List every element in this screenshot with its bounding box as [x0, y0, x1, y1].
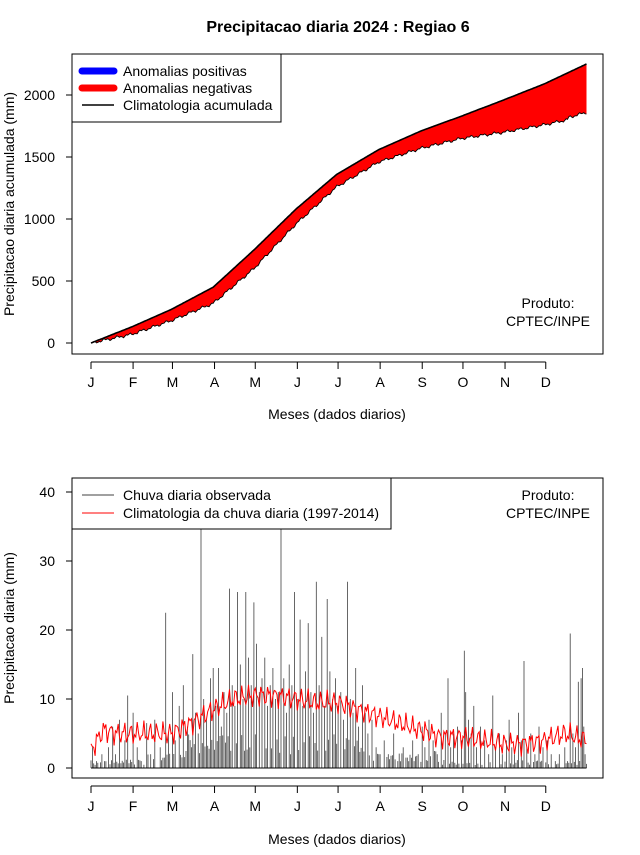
- top-y-tick-label: 2000: [24, 87, 55, 103]
- legend-label-climatology-rain: Climatologia da chuva diaria (1997-2014): [123, 505, 379, 521]
- bottom-x-axis-label: Meses (dados diarios): [268, 831, 406, 847]
- top-x-tick-label: S: [418, 374, 427, 390]
- top-y-tick-label: 1500: [24, 149, 55, 165]
- top-x-tick-label: A: [210, 374, 220, 390]
- bottom-legend: Chuva diaria observada Climatologia da c…: [71, 477, 392, 530]
- chart-title: Precipitacao diaria 2024 : Regiao 6: [206, 19, 469, 36]
- bottom-x-tick-label: M: [167, 798, 179, 814]
- top-y-tick-label: 1000: [24, 211, 55, 227]
- bottom-x-tick-label: F: [129, 798, 138, 814]
- bottom-x-tick-label: S: [418, 798, 427, 814]
- top-annotation-line-1: Produto:: [522, 295, 575, 311]
- bottom-x-tick-label: A: [210, 798, 220, 814]
- top-panel: 0 500 1000 1500 2000 J F M A M J J A S O N D Precipitac…: [1, 53, 604, 422]
- bottom-y-tick-label: 30: [39, 553, 55, 569]
- bottom-x-tick-label: J: [335, 798, 342, 814]
- top-legend: Anomalias positivas Anomalias negativas …: [71, 53, 282, 123]
- top-x-axis-label: Meses (dados diarios): [268, 406, 406, 422]
- top-x-tick-label: A: [375, 374, 385, 390]
- legend-label-observed-rain: Chuva diaria observada: [123, 487, 271, 503]
- bottom-x-tick-label: D: [541, 798, 551, 814]
- top-x-tick-label: J: [294, 374, 301, 390]
- top-x-tick-label: J: [88, 374, 95, 390]
- top-lines: [90, 63, 587, 344]
- bottom-x-tick-label: N: [500, 798, 510, 814]
- observed-accumulated-line: [90, 112, 587, 344]
- top-anomaly-area: [91, 64, 587, 343]
- top-y-tick-label: 0: [47, 335, 55, 351]
- bottom-legend-box: [71, 477, 392, 530]
- top-annotation-line-2: CPTEC/INPE: [506, 313, 590, 329]
- bottom-panel: 0 10 20 30 40 J F M A M J J A S O N D Precipitacao diar…: [1, 477, 604, 847]
- legend-label-climatology: Climatologia acumulada: [123, 97, 273, 113]
- legend-label-negative: Anomalias negativas: [123, 80, 252, 96]
- top-x-tick-label: M: [249, 374, 261, 390]
- bottom-y-axis: 0 10 20 30 40: [39, 484, 73, 776]
- bottom-y-tick-label: 10: [39, 691, 55, 707]
- top-x-tick-label: D: [541, 374, 551, 390]
- negative-anomaly-area: [91, 64, 587, 343]
- bottom-y-tick-label: 0: [47, 760, 55, 776]
- bottom-y-axis-label: Precipitacao diaria (mm): [1, 552, 17, 704]
- top-x-tick-label: O: [458, 374, 469, 390]
- climatology-accumulated-line: [90, 63, 587, 344]
- top-y-tick-label: 500: [32, 273, 56, 289]
- climatology-daily-line: [90, 684, 587, 757]
- bottom-x-tick-label: M: [249, 798, 261, 814]
- bottom-x-tick-label: J: [88, 798, 95, 814]
- bottom-x-tick-label: J: [294, 798, 301, 814]
- top-x-tick-label: F: [129, 374, 138, 390]
- bottom-annotation-line-1: Produto:: [522, 487, 575, 503]
- legend-label-positive: Anomalias positivas: [123, 63, 247, 79]
- bottom-x-tick-label: A: [375, 798, 385, 814]
- top-y-axis-label: Precipitacao diaria acumulada (mm): [1, 92, 17, 316]
- bottom-y-tick-label: 40: [39, 484, 55, 500]
- top-x-tick-label: M: [167, 374, 179, 390]
- top-y-axis: 0 500 1000 1500 2000: [24, 87, 73, 351]
- bottom-annotation-line-2: CPTEC/INPE: [506, 505, 590, 521]
- bottom-lines: [90, 684, 587, 769]
- bottom-y-tick-label: 20: [39, 622, 55, 638]
- bottom-x-tick-label: O: [458, 798, 469, 814]
- top-x-tick-label: J: [335, 374, 342, 390]
- top-x-tick-label: N: [500, 374, 510, 390]
